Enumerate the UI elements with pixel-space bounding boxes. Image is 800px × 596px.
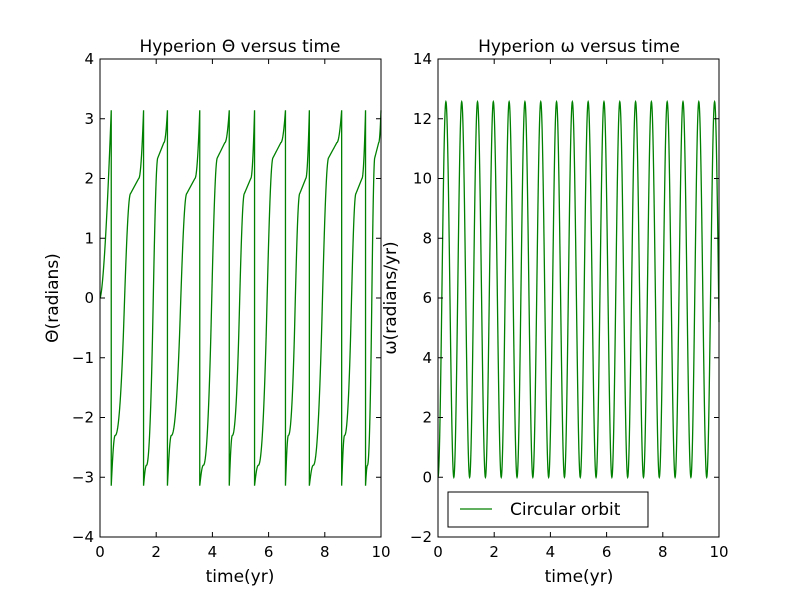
omega-x-axis-label: time(yr) (545, 567, 614, 587)
theta-x-tick-label: 2 (151, 543, 161, 561)
theta-x-tick-label: 6 (264, 543, 274, 561)
omega-subplot: Hyperion ω versus time 0 2 4 6 8 10 −20246810… (381, 37, 729, 587)
theta-y-tick-label: 3 (84, 110, 94, 128)
theta-y-tick-label: 2 (84, 170, 94, 188)
omega-x-tick-label: 0 (433, 543, 443, 561)
omega-y-axis-label: ω(radians/yr) (381, 241, 401, 354)
theta-x-axis-label: time(yr) (206, 567, 275, 587)
omega-y-tick-label: 10 (413, 170, 432, 188)
theta-chart-title: Hyperion Θ versus time (140, 37, 341, 57)
omega-x-tick-label: 4 (546, 543, 556, 561)
theta-y-tick-label: 4 (84, 50, 94, 68)
theta-y-tick-label: −1 (72, 349, 94, 367)
omega-x-tick-label: 2 (489, 543, 499, 561)
omega-y-tick-label: 12 (413, 110, 432, 128)
theta-y-tick-label: −4 (72, 528, 94, 546)
theta-y-axis-label: Θ(radians) (43, 253, 63, 343)
theta-y-tick-label: −3 (72, 468, 94, 486)
omega-series-line (437, 99, 720, 480)
omega-y-tick-label: 14 (413, 50, 432, 68)
omega-y-tick-label: −2 (410, 528, 432, 546)
omega-y-tick-label: 4 (422, 349, 432, 367)
omega-x-tick-label: 6 (602, 543, 612, 561)
theta-series-line (99, 110, 382, 486)
theta-y-tick-label: 1 (84, 229, 94, 247)
omega-x-tick-label: 10 (709, 543, 728, 561)
omega-y-tick-label: 6 (422, 289, 432, 307)
theta-x-tick-label: 0 (95, 543, 105, 561)
theta-subplot: Hyperion Θ versus time 0 2 4 6 8 10 −4 −3 −2 −1 0… (43, 37, 391, 587)
theta-x-tick-label: 10 (371, 543, 390, 561)
theta-x-tick-label: 4 (208, 543, 218, 561)
theta-y-tick-label: 0 (84, 289, 94, 307)
omega-chart-title: Hyperion ω versus time (478, 37, 680, 57)
theta-y-tick-label: −2 (72, 409, 94, 427)
omega-x-tick-label: 8 (658, 543, 668, 561)
omega-y-tick-label: 8 (422, 229, 432, 247)
legend: Circular orbit (447, 491, 649, 528)
omega-y-tick-label: 2 (422, 409, 432, 427)
omega-y-tick-label: 0 (422, 468, 432, 486)
legend-entry-circular-orbit: Circular orbit (510, 500, 621, 520)
omega-axes-frame (437, 58, 720, 538)
theta-x-tick-label: 8 (320, 543, 330, 561)
